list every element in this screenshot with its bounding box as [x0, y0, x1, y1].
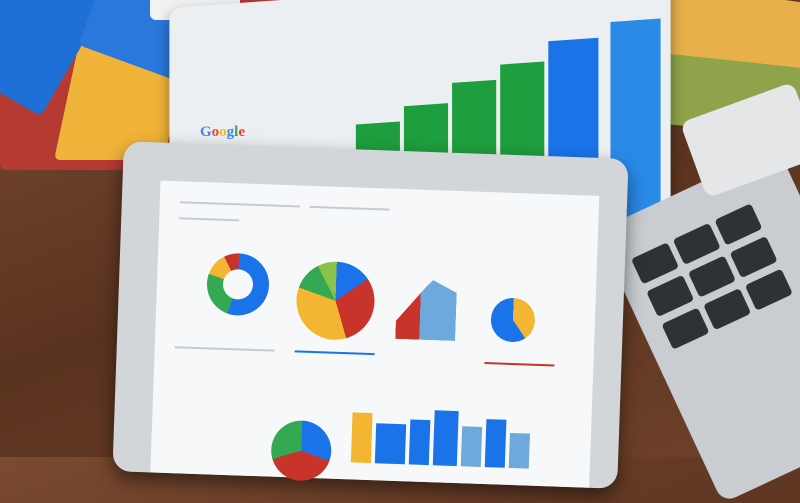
key	[703, 288, 752, 331]
key	[744, 268, 793, 311]
text-line	[179, 217, 240, 222]
bottom-bar-chart	[350, 402, 543, 469]
key	[672, 222, 721, 266]
key	[687, 255, 736, 298]
text-line	[294, 350, 375, 356]
bar	[350, 412, 373, 464]
key	[714, 203, 763, 246]
front-tablet-dashboard	[112, 141, 629, 489]
key	[661, 307, 710, 350]
dashboard-screen	[150, 180, 600, 488]
bar	[508, 432, 530, 469]
bar	[432, 410, 459, 467]
key	[646, 274, 695, 318]
key	[729, 235, 778, 279]
bar	[460, 426, 483, 467]
google-logo: Google	[200, 124, 246, 140]
donut-chart-bottom	[270, 419, 333, 482]
text-line	[484, 362, 555, 367]
donut-chart	[205, 252, 271, 317]
bar	[484, 419, 507, 468]
small-pie-chart	[490, 297, 536, 343]
area-chart-icon	[395, 279, 457, 341]
pie-chart	[295, 260, 376, 342]
bar	[408, 419, 431, 466]
text-line	[309, 205, 390, 211]
text-line	[174, 346, 275, 352]
text-line	[179, 201, 300, 208]
bar	[374, 423, 407, 465]
key	[631, 242, 680, 285]
